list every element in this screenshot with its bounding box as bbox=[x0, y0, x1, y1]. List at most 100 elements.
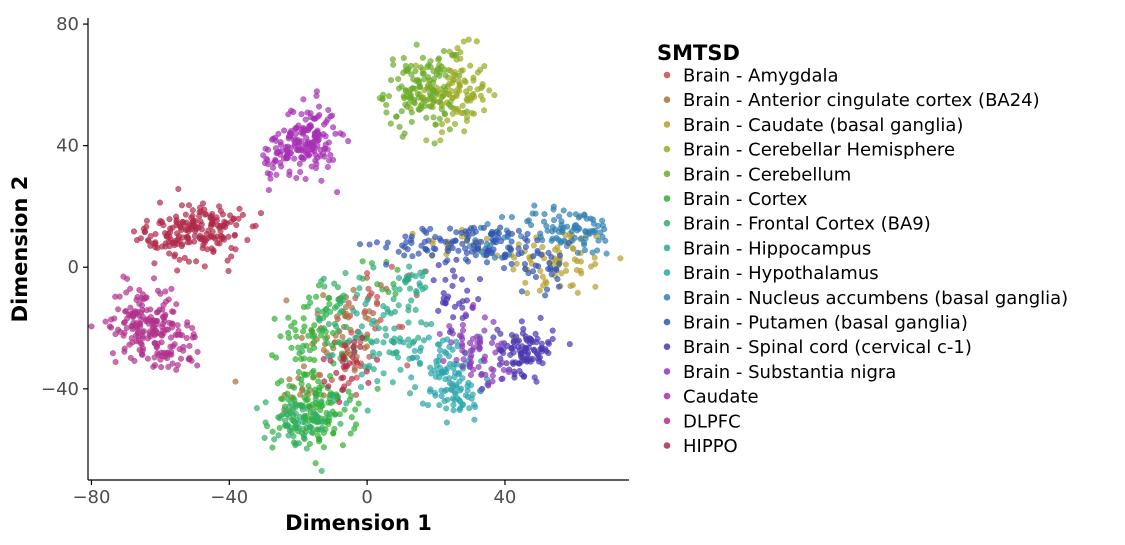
scatter-point bbox=[459, 67, 466, 74]
scatter-point bbox=[291, 155, 298, 162]
scatter-point bbox=[357, 343, 364, 350]
scatter-point bbox=[169, 343, 176, 350]
scatter-point bbox=[295, 424, 302, 431]
scatter-point bbox=[120, 319, 127, 326]
scatter-point bbox=[368, 338, 375, 345]
scatter-point bbox=[320, 356, 327, 363]
legend-label: Brain - Frontal Cortex (BA9) bbox=[683, 214, 931, 235]
scatter-point bbox=[306, 440, 313, 447]
scatter-point bbox=[324, 163, 331, 170]
scatter-point bbox=[470, 90, 477, 97]
scatter-point bbox=[258, 210, 265, 217]
scatter-point bbox=[536, 287, 543, 294]
scatter-point bbox=[166, 216, 173, 223]
scatter-point bbox=[562, 261, 569, 268]
series-3-points bbox=[409, 226, 624, 341]
scatter-point bbox=[396, 123, 403, 130]
x-tick-label: 40 bbox=[493, 487, 516, 508]
scatter-point bbox=[350, 344, 357, 351]
scatter-point bbox=[545, 340, 552, 347]
legend-label: Brain - Putamen (basal ganglia) bbox=[683, 313, 968, 334]
scatter-point bbox=[396, 85, 403, 92]
scatter-point bbox=[415, 79, 422, 86]
scatter-point bbox=[225, 233, 232, 240]
scatter-point bbox=[185, 258, 192, 265]
legend-label: Caudate bbox=[683, 387, 759, 408]
scatter-point bbox=[452, 120, 459, 127]
scatter-point bbox=[244, 237, 251, 244]
scatter-point bbox=[403, 103, 410, 110]
scatter-point bbox=[533, 378, 540, 385]
scatter-point bbox=[174, 267, 181, 274]
scatter-point bbox=[525, 344, 532, 351]
scatter-point bbox=[265, 186, 272, 193]
scatter-point bbox=[359, 258, 366, 265]
scatter-point bbox=[227, 212, 234, 219]
scatter-point bbox=[287, 132, 294, 139]
series-13-points bbox=[436, 302, 512, 393]
scatter-point bbox=[525, 270, 532, 277]
scatter-point bbox=[380, 91, 387, 98]
scatter-point bbox=[466, 363, 473, 370]
scatter-point bbox=[185, 202, 192, 209]
scatter-point bbox=[481, 314, 488, 321]
scatter-point bbox=[387, 120, 394, 127]
scatter-point bbox=[421, 227, 428, 234]
scatter-point bbox=[156, 306, 163, 313]
scatter-point bbox=[394, 266, 401, 273]
scatter-point bbox=[288, 344, 295, 351]
scatter-point bbox=[459, 304, 466, 311]
scatter-point bbox=[417, 361, 424, 368]
scatter-point bbox=[436, 402, 443, 409]
scatter-point bbox=[450, 407, 457, 414]
scatter-point bbox=[442, 376, 449, 383]
scatter-point bbox=[335, 339, 342, 346]
legend-label: DLPFC bbox=[683, 411, 741, 432]
scatter-point bbox=[430, 245, 437, 252]
scatter-point bbox=[303, 134, 310, 141]
scatter-point bbox=[354, 291, 361, 298]
legend-swatch bbox=[663, 71, 671, 79]
scatter-point bbox=[445, 244, 452, 251]
scatter-point bbox=[425, 334, 432, 341]
scatter-point bbox=[460, 38, 467, 45]
scatter-point bbox=[308, 326, 315, 333]
scatter-point bbox=[162, 288, 169, 295]
scatter-point bbox=[459, 322, 466, 329]
scatter-point bbox=[379, 286, 386, 293]
scatter-point bbox=[405, 303, 412, 310]
scatter-point bbox=[292, 327, 299, 334]
scatter-point bbox=[406, 94, 413, 101]
scatter-point bbox=[505, 369, 512, 376]
scatter-point bbox=[571, 234, 578, 241]
scatter-point bbox=[386, 349, 393, 356]
scatter-point bbox=[475, 242, 482, 249]
scatter-point bbox=[173, 301, 180, 308]
scatter-point bbox=[157, 356, 164, 363]
scatter-point bbox=[374, 293, 381, 300]
scatter-point bbox=[481, 358, 488, 365]
scatter-point bbox=[167, 334, 174, 341]
scatter-point bbox=[225, 268, 232, 275]
scatter-point bbox=[174, 240, 181, 247]
scatter-point bbox=[427, 58, 434, 65]
scatter-point bbox=[308, 429, 315, 436]
scatter-point bbox=[601, 226, 608, 233]
scatter-point bbox=[355, 328, 362, 335]
scatter-point bbox=[556, 260, 563, 267]
scatter-point bbox=[430, 114, 437, 121]
scatter-point bbox=[432, 233, 439, 240]
scatter-point bbox=[314, 307, 321, 314]
scatter-point bbox=[128, 335, 135, 342]
scatter-point bbox=[273, 137, 280, 144]
scatter-point bbox=[144, 355, 151, 362]
scatter-point bbox=[185, 228, 192, 235]
scatter-point bbox=[463, 88, 470, 95]
scatter-point bbox=[357, 241, 364, 248]
scatter-point bbox=[321, 153, 328, 160]
scatter-point bbox=[388, 310, 395, 317]
scatter-point bbox=[311, 339, 318, 346]
scatter-point bbox=[427, 225, 434, 232]
scatter-point bbox=[261, 434, 268, 441]
scatter-point bbox=[195, 224, 202, 231]
